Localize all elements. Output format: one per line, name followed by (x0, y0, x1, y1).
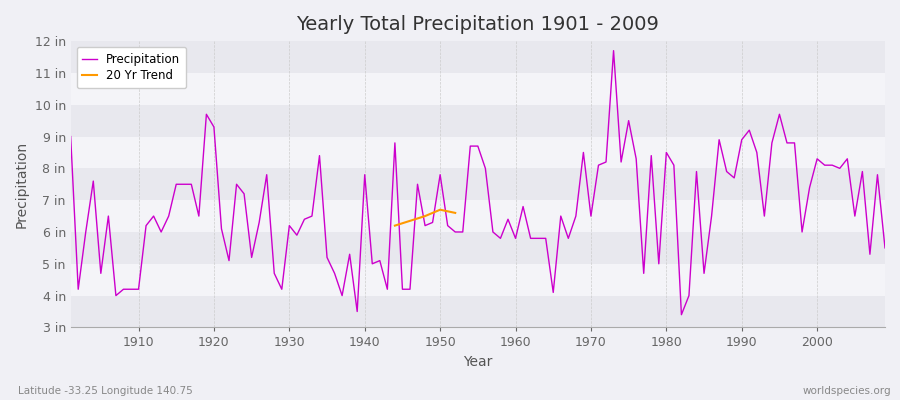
20 Yr Trend (450, 210, 461, 215)
Bar (71, 296, 885, 328)
Bar (71, 105, 885, 136)
Precipitation (337, 293, 347, 298)
Precipitation (126, 287, 137, 292)
Text: Latitude -33.25 Longitude 140.75: Latitude -33.25 Longitude 140.75 (18, 386, 193, 396)
20 Yr Trend (419, 214, 430, 218)
Bar (71, 136, 885, 168)
Text: worldspecies.org: worldspecies.org (803, 386, 891, 396)
Precipitation (292, 233, 302, 238)
Precipitation (510, 236, 521, 241)
20 Yr Trend (390, 223, 400, 228)
Bar (71, 232, 885, 264)
Legend: Precipitation, 20 Yr Trend: Precipitation, 20 Yr Trend (76, 47, 186, 88)
Title: Yearly Total Precipitation 1901 - 2009: Yearly Total Precipitation 1901 - 2009 (296, 15, 660, 34)
Precipitation (66, 134, 77, 139)
20 Yr Trend (435, 207, 446, 212)
X-axis label: Year: Year (464, 355, 492, 369)
Bar (71, 200, 885, 232)
Bar (71, 168, 885, 200)
Precipitation (608, 48, 619, 53)
Bar (71, 264, 885, 296)
Y-axis label: Precipitation: Precipitation (15, 141, 29, 228)
20 Yr Trend (405, 218, 416, 223)
Bar (71, 41, 885, 73)
Line: 20 Yr Trend: 20 Yr Trend (395, 210, 455, 226)
Bar (71, 73, 885, 105)
Precipitation (879, 246, 890, 250)
Precipitation (502, 217, 513, 222)
Precipitation (676, 312, 687, 317)
Precipitation (600, 160, 611, 164)
Line: Precipitation: Precipitation (71, 51, 885, 315)
